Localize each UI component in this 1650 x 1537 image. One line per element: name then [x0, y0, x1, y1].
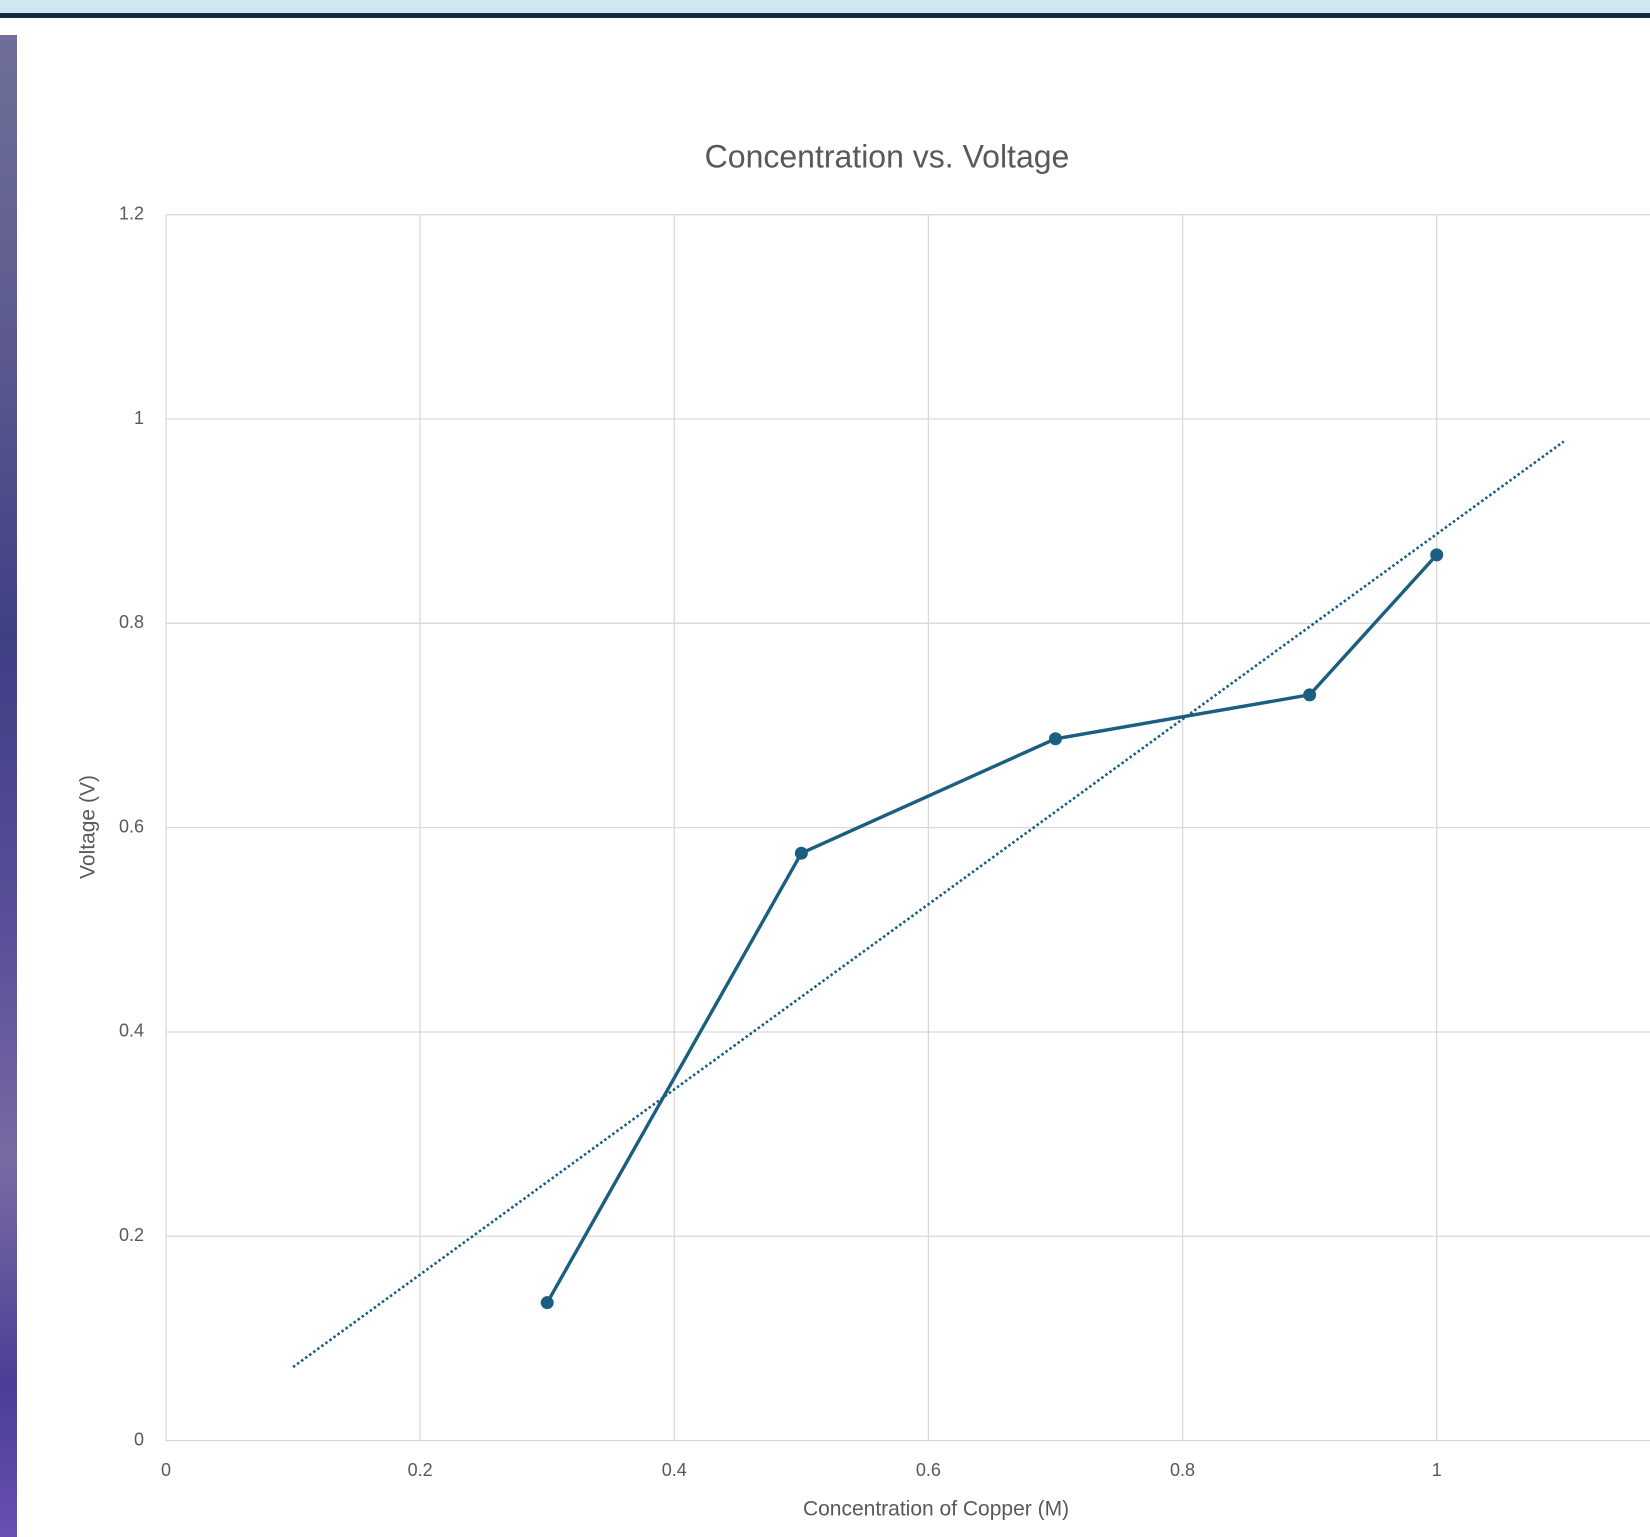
data-point [1303, 688, 1316, 701]
y-tick-label: 0 [134, 1429, 144, 1449]
x-tick-label: 0.2 [408, 1460, 433, 1480]
data-point [541, 1296, 554, 1309]
chart: Concentration vs. Voltage Concentration … [0, 0, 1650, 1537]
y-tick-label: 0.8 [119, 612, 144, 632]
x-tick-label: 0.6 [916, 1460, 941, 1480]
x-tick-label: 0.4 [662, 1460, 687, 1480]
data-point [1430, 548, 1443, 561]
data-point [795, 847, 808, 860]
x-tick-label: 0 [161, 1460, 171, 1480]
series-line [547, 555, 1436, 1303]
y-tick-label: 0.2 [119, 1225, 144, 1245]
y-tick-label: 0.4 [119, 1021, 144, 1041]
y-tick-label: 1 [134, 408, 144, 428]
page: Concentration vs. Voltage Concentration … [0, 0, 1650, 1537]
data-point [1049, 732, 1062, 745]
y-tick-label: 0.6 [119, 816, 144, 836]
x-tick-label: 1 [1432, 1460, 1442, 1480]
x-axis-title: Concentration of Copper (M) [803, 1498, 1069, 1521]
x-tick-label: 0.8 [1170, 1460, 1195, 1480]
y-axis-title: Voltage (V) [77, 775, 100, 879]
y-tick-label: 1.2 [119, 203, 144, 223]
chart-title: Concentration vs. Voltage [705, 138, 1070, 174]
